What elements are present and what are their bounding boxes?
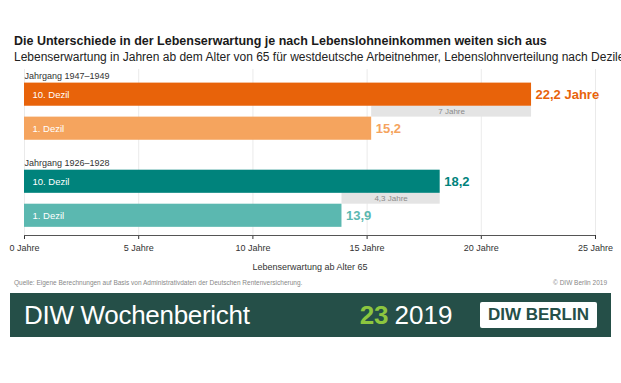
html-text:Quelle: Eigene Berechnungen au: Quelle: Eigene Berechnungen auf Basis vo…: [14, 279, 303, 286]
svg-text:18,2: 18,2: [444, 174, 469, 189]
html-text:© DIW Berlin 2019: © DIW Berlin 2019: [553, 279, 607, 286]
html-text:DIW Wochenbericht: DIW Wochenbericht: [24, 299, 250, 330]
html-text:Die Unterschiede in der Lebens: Die Unterschiede in der Lebenserwartung …: [14, 34, 547, 48]
svg-text:Jahrgang 1947–1949: Jahrgang 1947–1949: [25, 71, 110, 81]
svg-text:20 Jahre: 20 Jahre: [464, 243, 499, 253]
html-text:DIW BERLIN: DIW BERLIN: [488, 305, 589, 324]
svg-text:10. Dezil: 10. Dezil: [33, 176, 70, 187]
svg-text:15 Jahre: 15 Jahre: [350, 243, 385, 253]
html-text:23 2019: 23 2019: [359, 299, 453, 330]
svg-text:1. Dezil: 1. Dezil: [33, 210, 65, 221]
svg-text:4,3 Jahre: 4,3 Jahre: [374, 194, 408, 203]
svg-text:10. Dezil: 10. Dezil: [33, 89, 70, 100]
svg-text:7 Jahre: 7 Jahre: [438, 107, 465, 116]
svg-text:22,2 Jahre: 22,2 Jahre: [536, 87, 600, 102]
svg-text:10 Jahre: 10 Jahre: [235, 243, 270, 253]
svg-text:1. Dezil: 1. Dezil: [33, 123, 65, 134]
svg-text:15,2: 15,2: [376, 121, 401, 136]
svg-text:0 Jahre: 0 Jahre: [9, 243, 39, 253]
svg-text:25 Jahre: 25 Jahre: [578, 243, 613, 253]
svg-text:5 Jahre: 5 Jahre: [124, 243, 154, 253]
svg-text:13,9: 13,9: [346, 208, 371, 223]
svg-text:Lebenserwartung ab Alter 65: Lebenserwartung ab Alter 65: [252, 262, 367, 272]
svg-text:Jahrgang 1926–1928: Jahrgang 1926–1928: [25, 158, 110, 168]
